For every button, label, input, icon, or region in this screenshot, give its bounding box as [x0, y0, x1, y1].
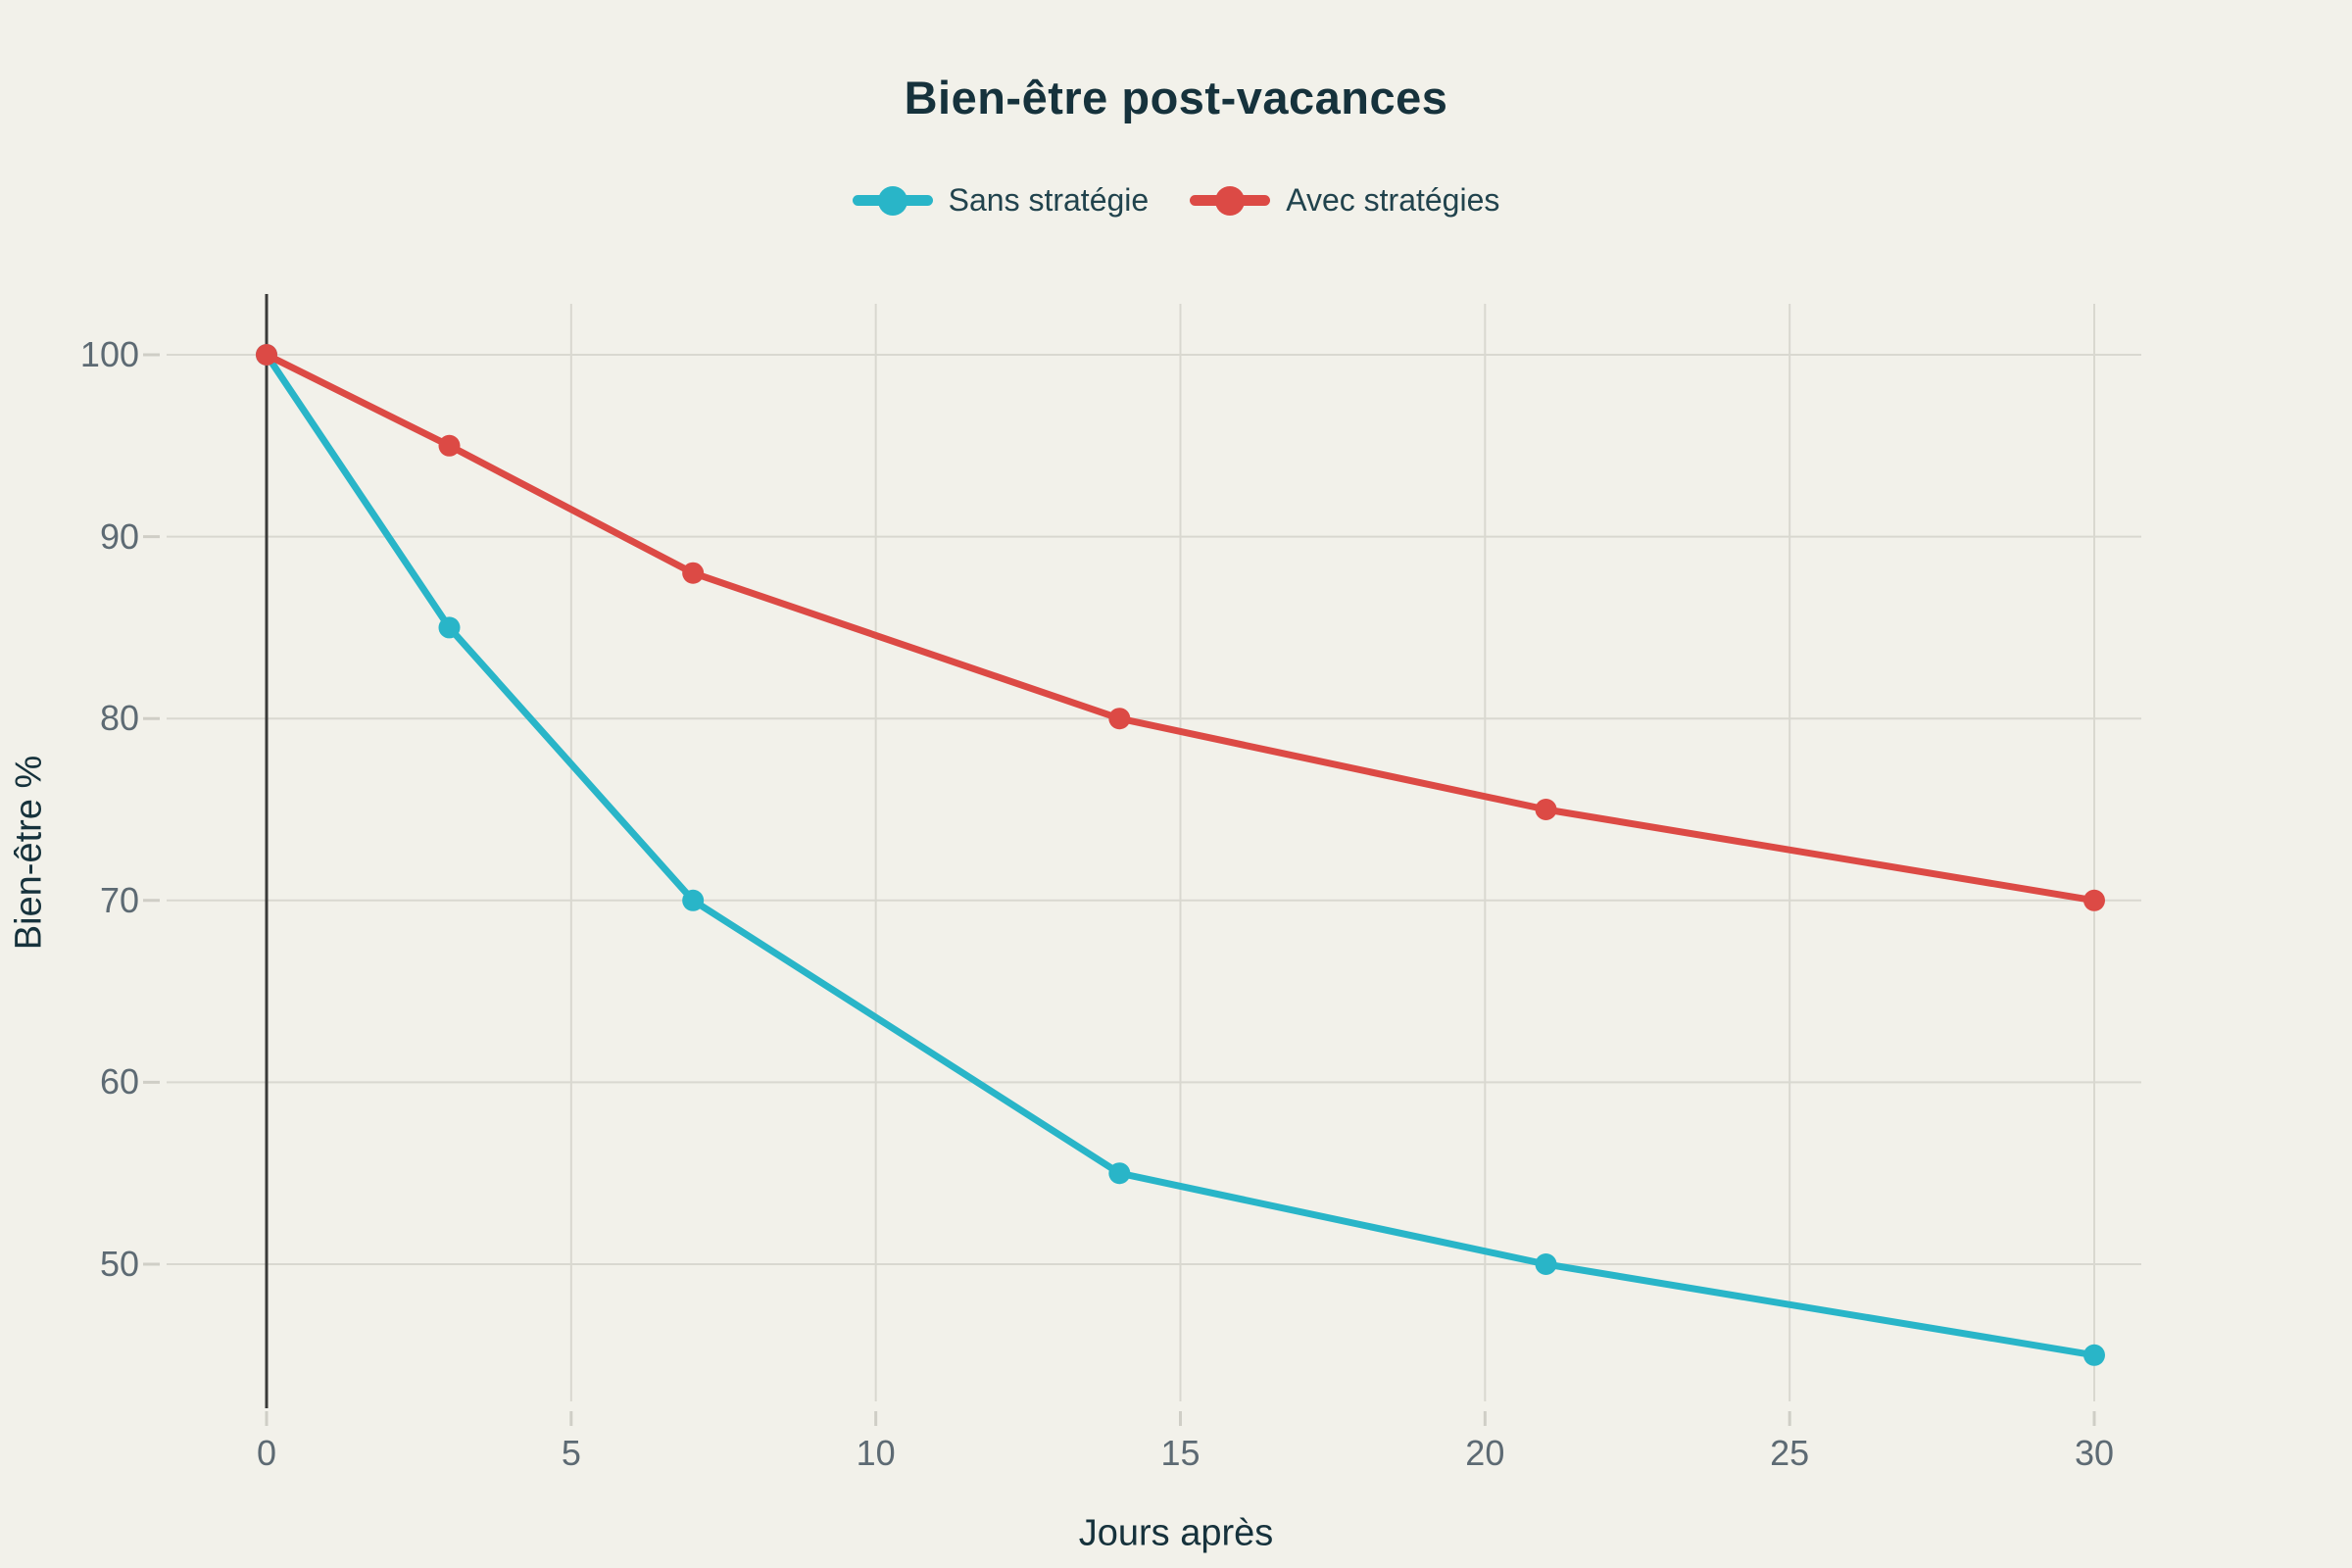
data-point-sans-strategie[interactable]: [682, 889, 705, 911]
y-tick-label: 60: [99, 1061, 139, 1102]
x-tick-label: 10: [856, 1433, 896, 1473]
legend: Sans stratégie Avec stratégies: [0, 182, 2352, 219]
y-tick-label: 50: [99, 1244, 139, 1284]
legend-item-avec-strategies[interactable]: Avec stratégies: [1190, 182, 1499, 219]
y-tick-label: 80: [99, 698, 139, 739]
x-tick-label: 30: [2074, 1433, 2115, 1473]
series-line-avec-strategies: [263, 351, 2098, 905]
data-point-sans-strategie[interactable]: [438, 616, 461, 639]
legend-line-marker-icon: [852, 185, 933, 216]
x-axis-title: Jours après: [1078, 1512, 1274, 1554]
data-point-avec-strategies[interactable]: [438, 434, 461, 457]
legend-item-sans-strategie[interactable]: Sans stratégie: [852, 182, 1150, 219]
legend-dot-icon: [1215, 185, 1246, 216]
y-tick-label: 90: [99, 515, 139, 557]
chart-title: Bien-être post-vacances: [904, 72, 1448, 123]
x-tick-label: 0: [256, 1433, 277, 1473]
legend-line-marker-icon: [1190, 185, 1271, 216]
x-tick-label: 20: [1465, 1433, 1505, 1473]
data-point-avec-strategies[interactable]: [682, 562, 705, 584]
data-point-sans-strategie[interactable]: [1108, 1162, 1131, 1185]
data-point-avec-strategies[interactable]: [2083, 889, 2105, 911]
y-tick-label: 100: [79, 334, 139, 374]
data-point-sans-strategie[interactable]: [2083, 1344, 2105, 1366]
data-point-avec-strategies[interactable]: [256, 344, 277, 366]
legend-item-label: Avec stratégies: [1286, 182, 1500, 218]
x-tick-label: 25: [1770, 1433, 1810, 1473]
legend-dot-icon: [877, 185, 907, 216]
x-tick-label: 15: [1160, 1433, 1200, 1473]
data-point-sans-strategie[interactable]: [1535, 1253, 1557, 1275]
legend-item-label: Sans stratégie: [948, 182, 1150, 218]
data-point-avec-strategies[interactable]: [1108, 708, 1131, 730]
series-line-sans-strategie: [263, 351, 2098, 1359]
data-point-avec-strategies[interactable]: [1535, 799, 1557, 820]
x-tick-label: 5: [561, 1433, 581, 1473]
y-axis-title: Bien-être %: [8, 755, 50, 951]
y-tick-label: 70: [99, 879, 139, 920]
